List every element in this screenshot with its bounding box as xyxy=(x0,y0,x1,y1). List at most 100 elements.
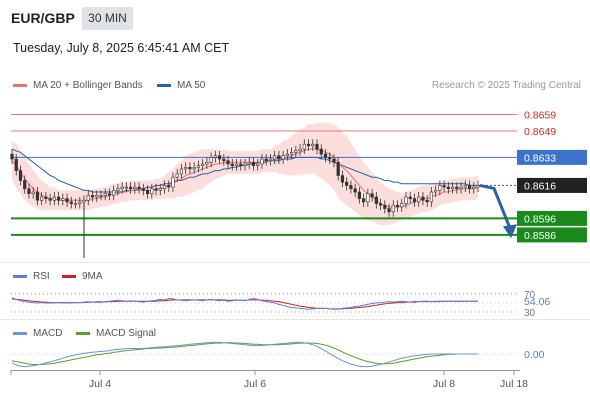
candle-body xyxy=(171,176,175,188)
macd-signal-line xyxy=(11,342,478,365)
candle-body xyxy=(103,193,107,196)
candle-body xyxy=(56,196,61,201)
candle-body xyxy=(383,204,387,209)
legend-macd-signal-label: MACD Signal xyxy=(96,328,157,339)
x-tick-label: Jul 18 xyxy=(500,378,528,390)
candle-body xyxy=(217,155,222,160)
candle-body xyxy=(463,185,467,188)
candle-body xyxy=(425,199,429,203)
candle-body xyxy=(95,195,99,198)
candle-body xyxy=(162,185,167,190)
candle-body xyxy=(476,185,480,188)
candle-body xyxy=(27,188,31,194)
candle-body xyxy=(226,160,230,165)
forecast-arrowhead xyxy=(503,224,517,239)
legend-ma20-label: MA 20 + Bollinger Bands xyxy=(33,80,143,91)
candle-body xyxy=(14,158,18,171)
candle-body xyxy=(378,203,383,206)
level-badge-pivot xyxy=(517,149,587,165)
candle-body xyxy=(192,166,196,170)
candle-body xyxy=(141,188,145,191)
candle-body xyxy=(412,198,417,203)
candle-body xyxy=(158,188,162,191)
candle-body xyxy=(353,188,357,193)
macd-current-label: 0.00 xyxy=(524,349,545,361)
candle-body xyxy=(302,143,306,150)
level-label-resistance: 0.8659 xyxy=(524,109,556,121)
candle-body xyxy=(387,208,391,213)
candle-body xyxy=(107,193,112,196)
candle-body xyxy=(362,198,366,203)
legend-macd-label: MACD xyxy=(33,328,63,339)
level-badge-current xyxy=(517,177,587,193)
candle-body xyxy=(442,185,446,188)
candle-body xyxy=(429,191,434,203)
candle-body xyxy=(120,186,124,190)
candle-body xyxy=(247,162,251,165)
candle-body xyxy=(336,162,340,176)
rsi-tick-label: 30 xyxy=(524,308,536,319)
candle-body xyxy=(251,162,256,166)
candle-body xyxy=(61,198,65,201)
candle-body xyxy=(285,153,289,157)
candle-body xyxy=(400,203,404,208)
candle-body xyxy=(48,198,52,201)
candle-body xyxy=(289,152,294,155)
candle-body xyxy=(264,158,268,161)
candle-body xyxy=(298,148,302,152)
candle-body xyxy=(78,201,82,204)
candle-body xyxy=(196,165,201,168)
level-label-support: 0.8596 xyxy=(524,213,556,225)
candle-body xyxy=(446,186,450,190)
candle-body xyxy=(205,162,209,165)
candle-body xyxy=(260,158,264,165)
candle-body xyxy=(472,186,476,190)
candle-body xyxy=(10,153,14,160)
candle-body xyxy=(65,198,69,203)
level-label-pivot: 0.8633 xyxy=(524,152,556,164)
candle-body xyxy=(44,196,48,199)
legend-macd: MACD xyxy=(13,328,62,339)
bollinger-band xyxy=(12,122,478,225)
ma50-swatch xyxy=(157,83,171,87)
candles xyxy=(10,139,480,217)
candle-body xyxy=(188,166,192,170)
rsi-swatch xyxy=(13,274,27,278)
timeframe-badge[interactable]: 30 MIN xyxy=(82,7,133,30)
legend-rsi-ma-label: 9MA xyxy=(82,271,103,282)
candle-body xyxy=(213,155,217,158)
candle-body xyxy=(145,190,150,194)
macd-signal-swatch xyxy=(76,331,90,335)
candle-body xyxy=(459,186,463,190)
candle-body xyxy=(306,143,311,147)
legend-rsi-label: RSI xyxy=(33,271,50,282)
rsi-current-label: 54.06 xyxy=(524,296,550,308)
legend-ma20: MA 20 + Bollinger Bands xyxy=(13,80,143,91)
candle-body xyxy=(277,155,281,160)
rsi-tick-label: 70 xyxy=(524,290,536,301)
level-label-support: 0.8586 xyxy=(524,230,556,242)
x-tick-label: Jul 4 xyxy=(89,378,111,390)
candle-body xyxy=(256,163,260,166)
candle-body xyxy=(404,196,408,204)
rsi-line xyxy=(11,297,478,310)
candle-body xyxy=(124,186,128,189)
candle-body xyxy=(167,185,171,188)
candle-body xyxy=(99,195,103,197)
candle-body xyxy=(137,186,141,190)
candle-body xyxy=(294,150,298,153)
legend-ma50: MA 50 xyxy=(157,80,205,91)
candle-body xyxy=(438,185,442,191)
candle-body xyxy=(154,188,158,191)
candle-body xyxy=(82,199,86,203)
candle-body xyxy=(179,168,184,175)
forecast-arrow xyxy=(479,183,512,229)
level-badge-support xyxy=(517,227,587,243)
candle-body xyxy=(268,158,273,161)
candle-body xyxy=(86,195,90,201)
candle-body xyxy=(133,186,137,190)
candle-body xyxy=(31,191,35,194)
candle-body xyxy=(408,196,412,199)
candle-body xyxy=(116,188,120,191)
